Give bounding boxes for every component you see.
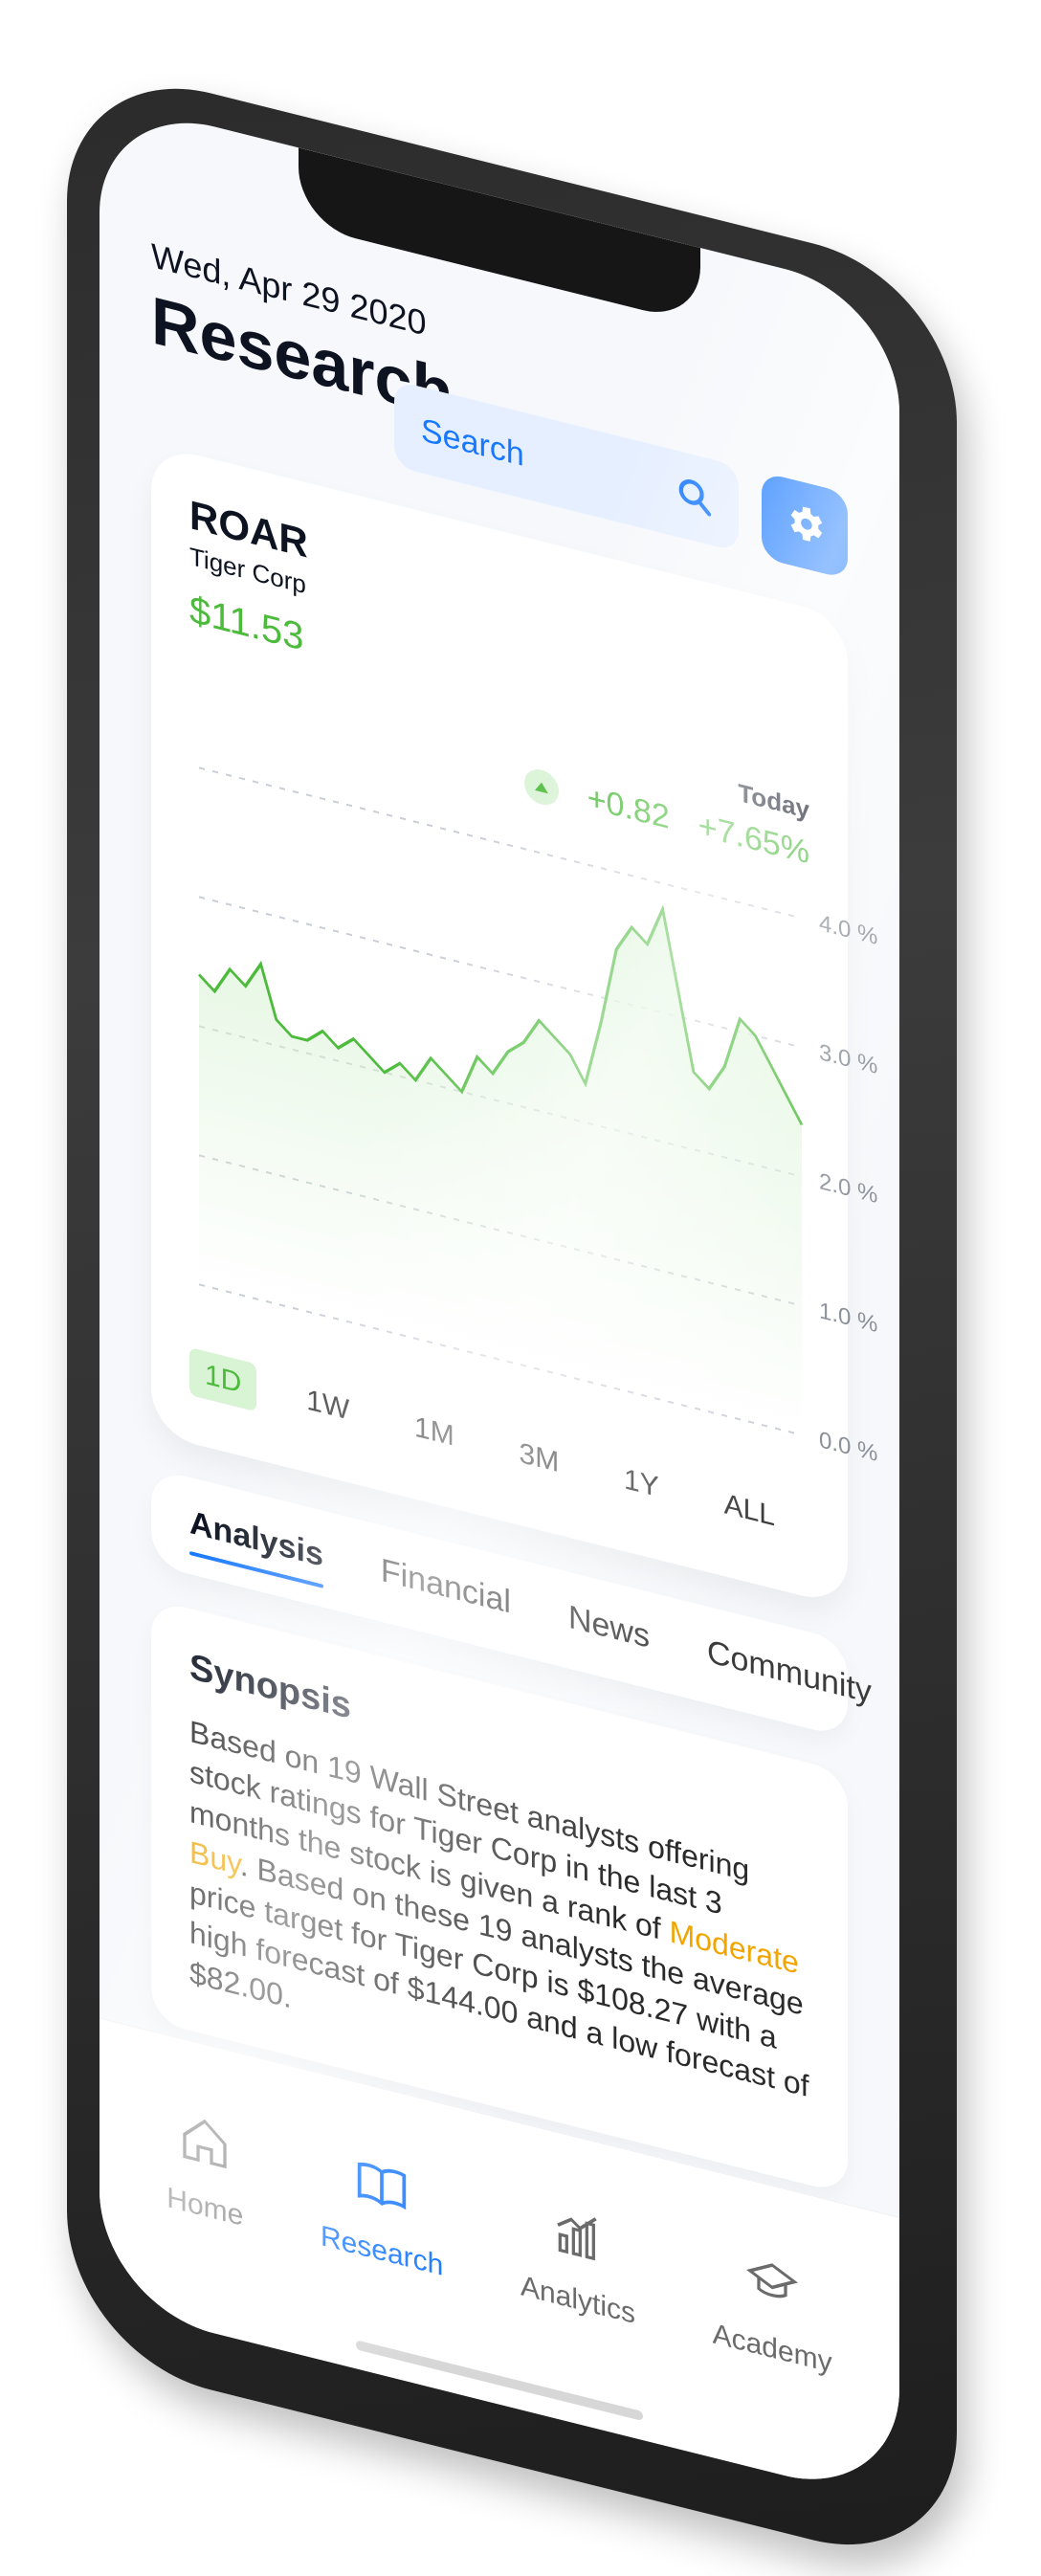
range-button-1m[interactable]: 1M [399,1400,470,1465]
nav-item-home[interactable]: Home [166,2105,243,2233]
phone-frame: Wed, Apr 29 2020 Research [67,57,957,2576]
chart-icon [551,2201,605,2276]
nav-item-label: Analytics [520,2269,635,2330]
chart-gridline [199,896,802,1049]
chart-y-tick-label: 0.0 % [819,1427,877,1467]
up-arrow-icon [523,765,559,809]
book-icon [355,2152,409,2227]
home-icon [178,2108,232,2183]
nav-item-label: Research [320,2219,444,2282]
range-button-1w[interactable]: 1W [291,1372,365,1438]
range-button-1d[interactable]: 1D [189,1346,257,1412]
chart-y-tick-label: 2.0 % [819,1168,877,1209]
nav-item-analytics[interactable]: Analytics [520,2193,635,2331]
chart-y-tick-label: 4.0 % [819,910,877,950]
app-screen: Wed, Apr 29 2020 Research [100,98,899,2504]
chart-y-tick-label: 1.0 % [819,1298,877,1338]
nav-item-label: Home [166,2181,244,2232]
change-absolute: +0.82 [587,779,670,837]
nav-item-research[interactable]: Research [321,2143,443,2283]
tab-community[interactable]: Community [706,1632,872,1711]
range-button-all[interactable]: ALL [709,1477,790,1544]
price-chart: 0.0 % 1.0 % 2.0 % 3.0 % 4.0 % [189,746,877,1476]
range-button-1y[interactable]: 1Y [609,1452,675,1516]
gear-icon [783,496,827,555]
chart-area-fill [199,909,802,1435]
today-label: Today [738,777,809,825]
tab-financial[interactable]: Financial [380,1551,511,1621]
nav-item-academy[interactable]: Academy [713,2241,832,2380]
nav-item-label: Academy [712,2317,832,2379]
tab-analysis[interactable]: Analysis [189,1504,323,1588]
tab-news[interactable]: News [567,1598,650,1655]
search-icon[interactable] [676,472,714,524]
graduation-icon [745,2249,799,2323]
chart-y-tick-label: 3.0 % [819,1039,877,1079]
range-button-3m[interactable]: 3M [504,1426,575,1491]
stock-card: ROAR Tiger Corp $11.53 Today +0.82 +7.65… [151,443,877,1608]
